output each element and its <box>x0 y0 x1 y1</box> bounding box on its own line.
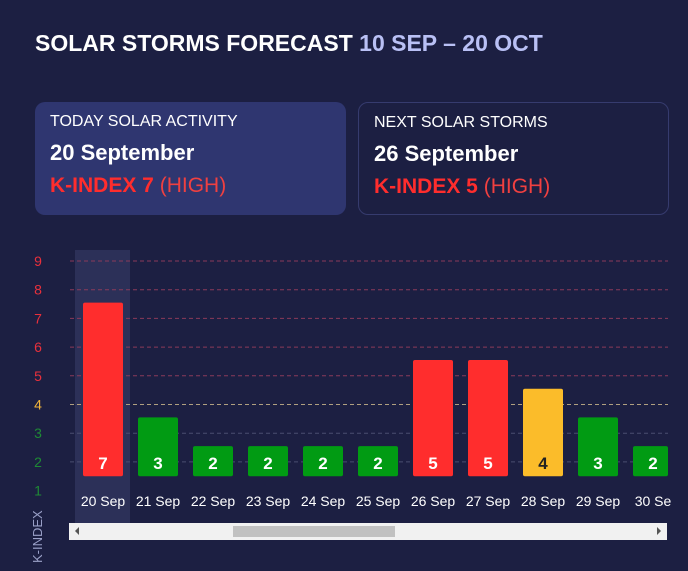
bar-value-label: 3 <box>593 454 602 473</box>
y-tick-label: 2 <box>34 454 42 470</box>
next-label: NEXT SOLAR STORMS <box>374 114 548 131</box>
scroll-right-icon[interactable] <box>657 527 661 535</box>
date-range: 10 SEP – 20 OCT <box>359 30 543 56</box>
x-tick-label: 29 Sep <box>576 493 621 509</box>
today-activity-card: TODAY SOLAR ACTIVITY 20 September K-INDE… <box>35 102 346 215</box>
next-kindex: K-INDEX 5 (HIGH) <box>374 175 653 199</box>
bar <box>578 417 618 477</box>
bar <box>633 446 668 477</box>
y-axis-label: K-INDEX <box>30 510 45 563</box>
bar <box>138 417 178 477</box>
today-kindex: K-INDEX 7 (HIGH) <box>50 174 331 198</box>
bar <box>468 360 508 477</box>
bar <box>413 360 453 477</box>
y-tick-label: 9 <box>34 253 42 269</box>
bar-value-label: 3 <box>153 454 162 473</box>
bar <box>193 446 233 477</box>
y-tick-label: 5 <box>34 368 42 384</box>
next-date: 26 September <box>374 141 519 166</box>
y-tick-label: 8 <box>34 282 42 298</box>
bar-value-label: 2 <box>318 454 327 473</box>
bar <box>248 446 288 477</box>
bar-value-label: 2 <box>373 454 382 473</box>
next-kindex-value: K-INDEX 5 <box>374 175 478 198</box>
x-tick-label: 25 Sep <box>356 493 401 509</box>
bar <box>523 388 563 477</box>
next-storm-card: NEXT SOLAR STORMS 26 September K-INDEX 5… <box>358 102 669 215</box>
title-text: SOLAR STORMS FORECAST <box>35 30 353 56</box>
x-tick-label: 22 Sep <box>191 493 236 509</box>
page-title: SOLAR STORMS FORECAST 10 SEP – 20 OCT <box>35 30 543 57</box>
scroll-left-icon[interactable] <box>75 527 79 535</box>
y-tick-label: 3 <box>34 425 42 441</box>
x-tick-label: 30 Se <box>635 493 672 509</box>
today-label: TODAY SOLAR ACTIVITY <box>50 113 238 130</box>
y-tick-label: 7 <box>34 310 42 326</box>
today-kindex-value: K-INDEX 7 <box>50 174 154 197</box>
bar <box>358 446 398 477</box>
bar-value-label: 2 <box>208 454 217 473</box>
x-tick-label: 21 Sep <box>136 493 181 509</box>
bar-value-label: 5 <box>428 454 437 473</box>
next-level: (HIGH) <box>483 175 551 198</box>
chart-scrollbar[interactable] <box>69 523 667 540</box>
x-tick-label: 27 Sep <box>466 493 511 509</box>
bar-value-label: 4 <box>538 454 548 473</box>
x-tick-label: 23 Sep <box>246 493 291 509</box>
bar-value-label: 7 <box>98 454 107 473</box>
today-level: (HIGH) <box>159 174 227 197</box>
bar <box>83 302 123 477</box>
y-tick-label: 4 <box>34 397 42 413</box>
x-tick-label: 24 Sep <box>301 493 346 509</box>
bar-value-label: 2 <box>648 454 657 473</box>
y-tick-label: 6 <box>34 339 42 355</box>
x-tick-label: 26 Sep <box>411 493 456 509</box>
bar-value-label: 2 <box>263 454 272 473</box>
bar <box>303 446 343 477</box>
y-tick-label: 1 <box>34 483 42 499</box>
scrollbar-thumb[interactable] <box>233 526 395 537</box>
bar-value-label: 5 <box>483 454 492 473</box>
x-tick-label: 28 Sep <box>521 493 566 509</box>
today-date: 20 September <box>50 140 195 165</box>
x-tick-label: 20 Sep <box>81 493 126 509</box>
